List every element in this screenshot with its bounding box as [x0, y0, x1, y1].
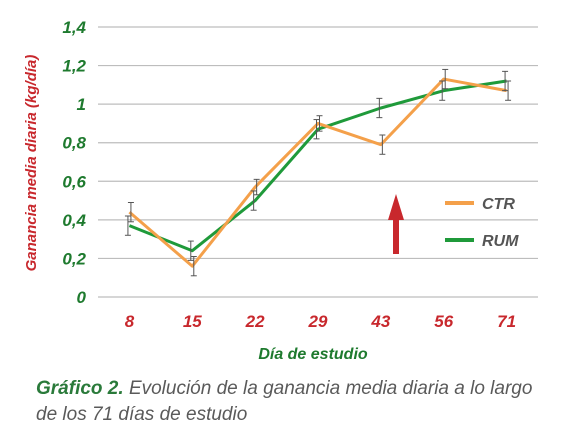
y-tick-label: 1 — [77, 95, 86, 114]
error-bar — [190, 256, 197, 277]
y-tick-label: 0 — [77, 288, 87, 307]
figure-caption: Gráfico 2. Evolución de la ganancia medi… — [36, 376, 556, 428]
error-bar — [313, 119, 320, 140]
series-lines — [128, 77, 507, 268]
gridlines — [98, 26, 538, 298]
y-axis-label: Ganancia media diaria (kg/día) — [23, 55, 40, 272]
red-up-arrow — [388, 194, 404, 254]
x-tick-label: 56 — [434, 312, 453, 331]
y-tick-label: 1,4 — [62, 18, 86, 37]
y-tick-label: 0,6 — [62, 172, 86, 191]
error-bar — [124, 215, 131, 236]
series-line-ctr — [128, 77, 507, 268]
chart: 0 0,2 0,4 0,6 0,8 1 1,2 1,4 8 15 22 29 43 56 71 Ganan… — [23, 18, 538, 363]
caption-label: Gráfico 2. — [36, 378, 124, 399]
x-axis-label: Día de estudio — [258, 346, 368, 363]
legend-label: CTR — [482, 196, 515, 213]
error-bars — [124, 68, 512, 277]
legend: CTR RUM — [445, 196, 519, 250]
error-bar — [439, 80, 446, 101]
error-bar — [127, 202, 134, 223]
error-bar — [376, 97, 383, 119]
series-line-rum — [128, 79, 507, 253]
error-bar — [187, 240, 194, 261]
x-tick-label: 43 — [370, 312, 390, 331]
x-tick-labels: 8 15 22 29 43 56 71 — [125, 312, 516, 331]
error-bar — [253, 178, 260, 196]
x-tick-label: 8 — [125, 312, 135, 331]
x-tick-label: 29 — [308, 312, 328, 331]
y-tick-label: 1,2 — [62, 57, 86, 76]
caption-text: Evolución de la ganancia media diaria a … — [36, 378, 533, 425]
up-arrow-annotation — [388, 194, 404, 254]
legend-item-ctr: CTR — [445, 196, 515, 213]
x-tick-label: 22 — [245, 312, 265, 331]
x-tick-label: 71 — [497, 312, 516, 331]
error-bar — [316, 115, 323, 132]
x-tick-label: 15 — [183, 312, 202, 331]
y-tick-label: 0,8 — [62, 134, 86, 153]
error-bar — [442, 68, 449, 90]
y-tick-label: 0,2 — [62, 249, 86, 268]
legend-label: RUM — [482, 233, 519, 250]
error-bar — [379, 134, 386, 155]
error-bar — [502, 70, 509, 92]
legend-item-rum: RUM — [445, 233, 519, 250]
y-tick-labels: 0 0,2 0,4 0,6 0,8 1 1,2 1,4 — [62, 18, 86, 307]
y-tick-label: 0,4 — [62, 211, 86, 230]
error-bar — [250, 190, 257, 211]
